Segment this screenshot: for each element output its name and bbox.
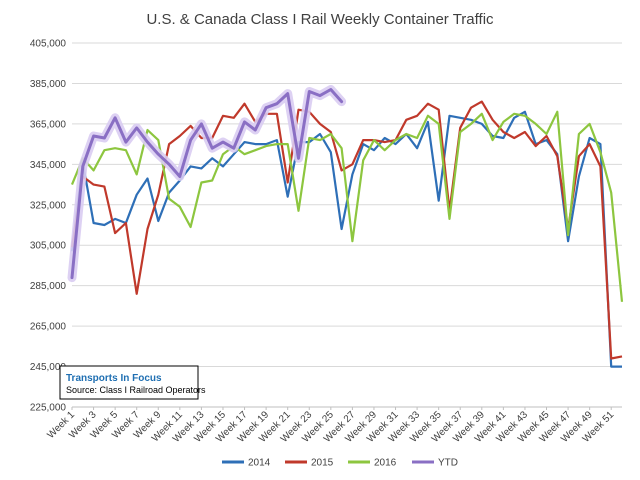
y-tick-label: 225,000 (30, 403, 67, 414)
series-line-2015 (70, 100, 623, 360)
y-tick-label: 325,000 (30, 200, 67, 211)
legend-label-2014: 2014 (248, 458, 271, 469)
legend-label-ytd: YTD (438, 458, 458, 469)
legend: 2014 2015 2016 YTD (222, 458, 458, 469)
series-lines (67, 85, 624, 368)
gridlines (72, 42, 622, 408)
y-tick-label: 265,000 (30, 322, 67, 333)
y-tick-label: 405,000 (30, 39, 67, 50)
annotation-source: Source: Class I Railroad Operators (66, 385, 206, 395)
chart-title: U.S. & Canada Class I Rail Weekly Contai… (146, 11, 494, 28)
annotation-border (59, 365, 199, 400)
source-annotation: Transports In Focus Source: Class I Rail… (59, 365, 206, 400)
y-tick-label: 305,000 (30, 241, 67, 252)
y-tick-label: 245,000 (30, 362, 67, 373)
annotation-title: Transports In Focus (66, 373, 162, 384)
y-tick-label: 285,000 (30, 281, 67, 292)
y-axis: 225,000 245,000 265,000 285,000 305,000 325,0… (30, 39, 67, 414)
series-line-ytd (70, 88, 344, 280)
legend-label-2016: 2016 (374, 458, 397, 469)
series-line-2016 (70, 110, 624, 302)
legend-label-2015: 2015 (311, 458, 334, 469)
y-tick-label: 345,000 (30, 160, 67, 171)
y-tick-label: 385,000 (30, 79, 67, 90)
series-line-ytd-glow (67, 85, 347, 283)
y-tick-label: 365,000 (30, 119, 67, 130)
